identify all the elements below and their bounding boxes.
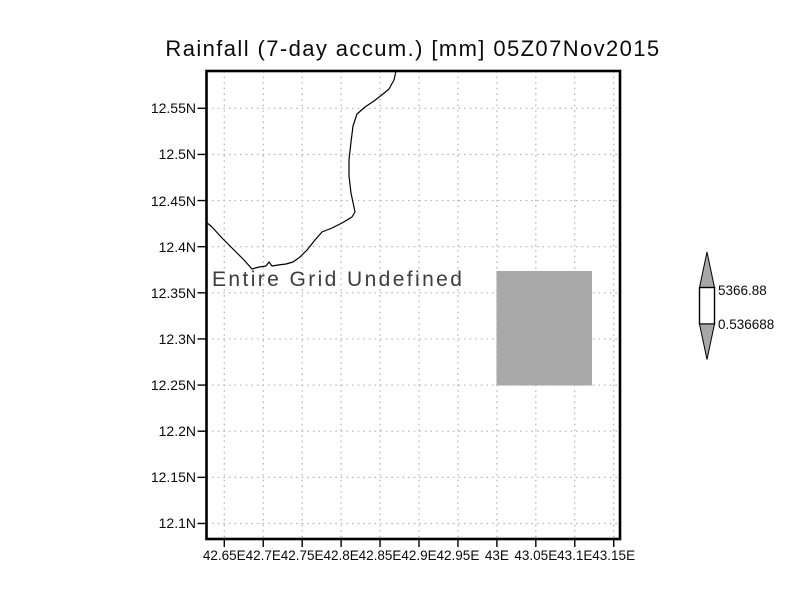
lat-tick-label: 12.2N: [158, 423, 196, 440]
lon-tick-label: 42.65E: [202, 548, 246, 563]
lon-tick-label: 42.7E: [245, 548, 281, 563]
colorbar-top-arrow: [698, 251, 716, 288]
entire-grid-undefined-label: Entire Grid Undefined: [212, 268, 465, 291]
lon-tick-label: 43.05E: [514, 548, 558, 563]
lon-tick-label: 42.85E: [358, 548, 402, 563]
colorbar-box: [698, 286, 716, 325]
colorbar-min-value: 0.536688: [718, 317, 775, 332]
lon-tick-label: 42.8E: [323, 548, 359, 563]
lon-tick-label: 42.95E: [436, 548, 480, 563]
lat-tick-label: 12.5N: [158, 146, 196, 163]
map-frame: [205, 69, 622, 541]
lat-tick-label: 12.15N: [150, 469, 196, 486]
lon-tick-label: 43.1E: [557, 548, 593, 563]
coastline: [205, 70, 397, 270]
lat-tick-label: 12.1N: [158, 515, 196, 532]
plot-title: Rainfall (7-day accum.) [mm] 05Z07Nov201…: [165, 36, 661, 61]
lat-tick-label: 12.35N: [150, 284, 196, 301]
lat-tick-label: 12.45N: [150, 192, 196, 209]
lat-tick-label: 12.25N: [150, 377, 196, 394]
lon-tick-label: 43.15E: [592, 548, 636, 563]
colorbar-bottom-arrow: [698, 323, 716, 360]
lon-tick-label: 43E: [484, 548, 509, 563]
shaded-data-cell: [496, 271, 592, 386]
lon-tick-label: 42.75E: [280, 548, 324, 563]
lat-tick-label: 12.4N: [158, 238, 196, 255]
colorbar-max-value: 5366.88: [718, 283, 767, 298]
lon-tick-label: 42.9E: [401, 548, 437, 563]
lat-tick-label: 12.3N: [158, 330, 196, 347]
lat-tick-label: 12.55N: [150, 100, 196, 117]
